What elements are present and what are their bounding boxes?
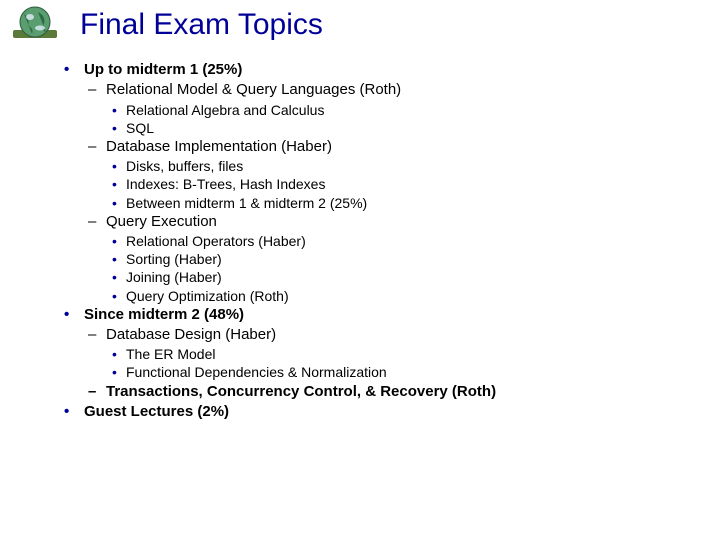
item-1b2: Indexes: B-Trees, Hash Indexes [106,175,680,193]
section-3: Guest Lectures (2%) [60,402,680,422]
subsection-2a: Database Design (Haber) The ER Model Fun… [84,325,680,382]
subsection-2b-heading: Transactions, Concurrency Control, & Rec… [106,383,496,400]
item-1c4: Query Optimization (Roth) [106,287,680,305]
item-1a1: Relational Algebra and Calculus [106,101,680,119]
slide: Final Exam Topics Up to midterm 1 (25%) … [0,0,720,540]
item-1b3: Between midterm 1 & midterm 2 (25%) [106,194,680,212]
subsection-1a-heading: Relational Model & Query Languages (Roth… [106,81,401,98]
item-1c3: Joining (Haber) [106,268,680,286]
subsection-1a: Relational Model & Query Languages (Roth… [84,80,680,137]
item-1c1: Relational Operators (Haber) [106,232,680,250]
item-1c2: Sorting (Haber) [106,250,680,268]
section-1-heading: Up to midterm 1 (25%) [84,61,242,78]
section-2-heading: Since midterm 2 (48%) [84,306,244,323]
globe-icon [10,6,60,42]
section-2: Since midterm 2 (48%) Database Design (H… [60,305,680,402]
item-2a2: Functional Dependencies & Normalization [106,363,680,381]
subsection-1c: Query Execution Relational Operators (Ha… [84,212,680,305]
item-1a2: SQL [106,119,680,137]
slide-body: Up to midterm 1 (25%) Relational Model &… [40,60,680,422]
subsection-1b-heading: Database Implementation (Haber) [106,138,332,155]
section-1: Up to midterm 1 (25%) Relational Model &… [60,60,680,305]
item-1b1: Disks, buffers, files [106,157,680,175]
item-2a1: The ER Model [106,345,680,363]
subsection-2a-heading: Database Design (Haber) [106,326,276,343]
section-3-heading: Guest Lectures (2%) [84,403,229,420]
subsection-1b: Database Implementation (Haber) Disks, b… [84,137,680,212]
subsection-1c-heading: Query Execution [106,213,217,230]
subsection-2b: Transactions, Concurrency Control, & Rec… [84,382,680,402]
slide-title: Final Exam Topics [80,8,680,42]
